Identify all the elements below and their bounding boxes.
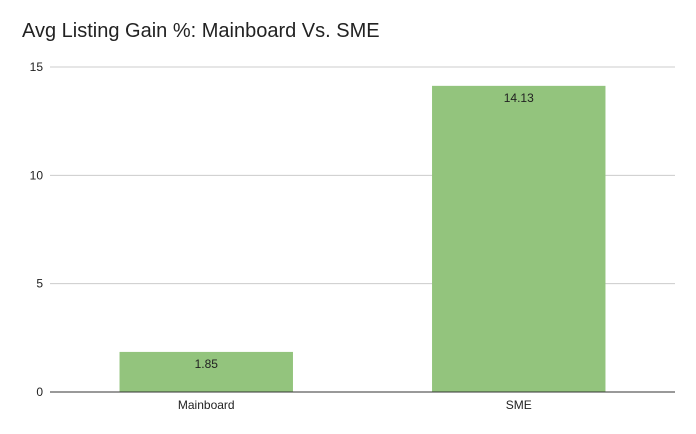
x-tick-label: Mainboard xyxy=(178,398,235,412)
bar-mainboard xyxy=(119,351,293,392)
y-tick-label: 10 xyxy=(30,168,44,182)
y-tick-label: 5 xyxy=(36,277,43,291)
data-label: 1.85 xyxy=(195,357,219,371)
bars-group xyxy=(119,85,606,392)
labels-group: 0 5 10 15 1.85 Mainboard 14.13 SME xyxy=(30,60,534,412)
bar-sme xyxy=(432,85,606,392)
chart-title: Avg Listing Gain %: Mainboard Vs. SME xyxy=(22,20,380,42)
data-label: 14.13 xyxy=(504,91,534,105)
y-tick-label: 0 xyxy=(36,385,43,399)
x-tick-label: SME xyxy=(506,398,532,412)
y-tick-label: 15 xyxy=(30,60,44,74)
